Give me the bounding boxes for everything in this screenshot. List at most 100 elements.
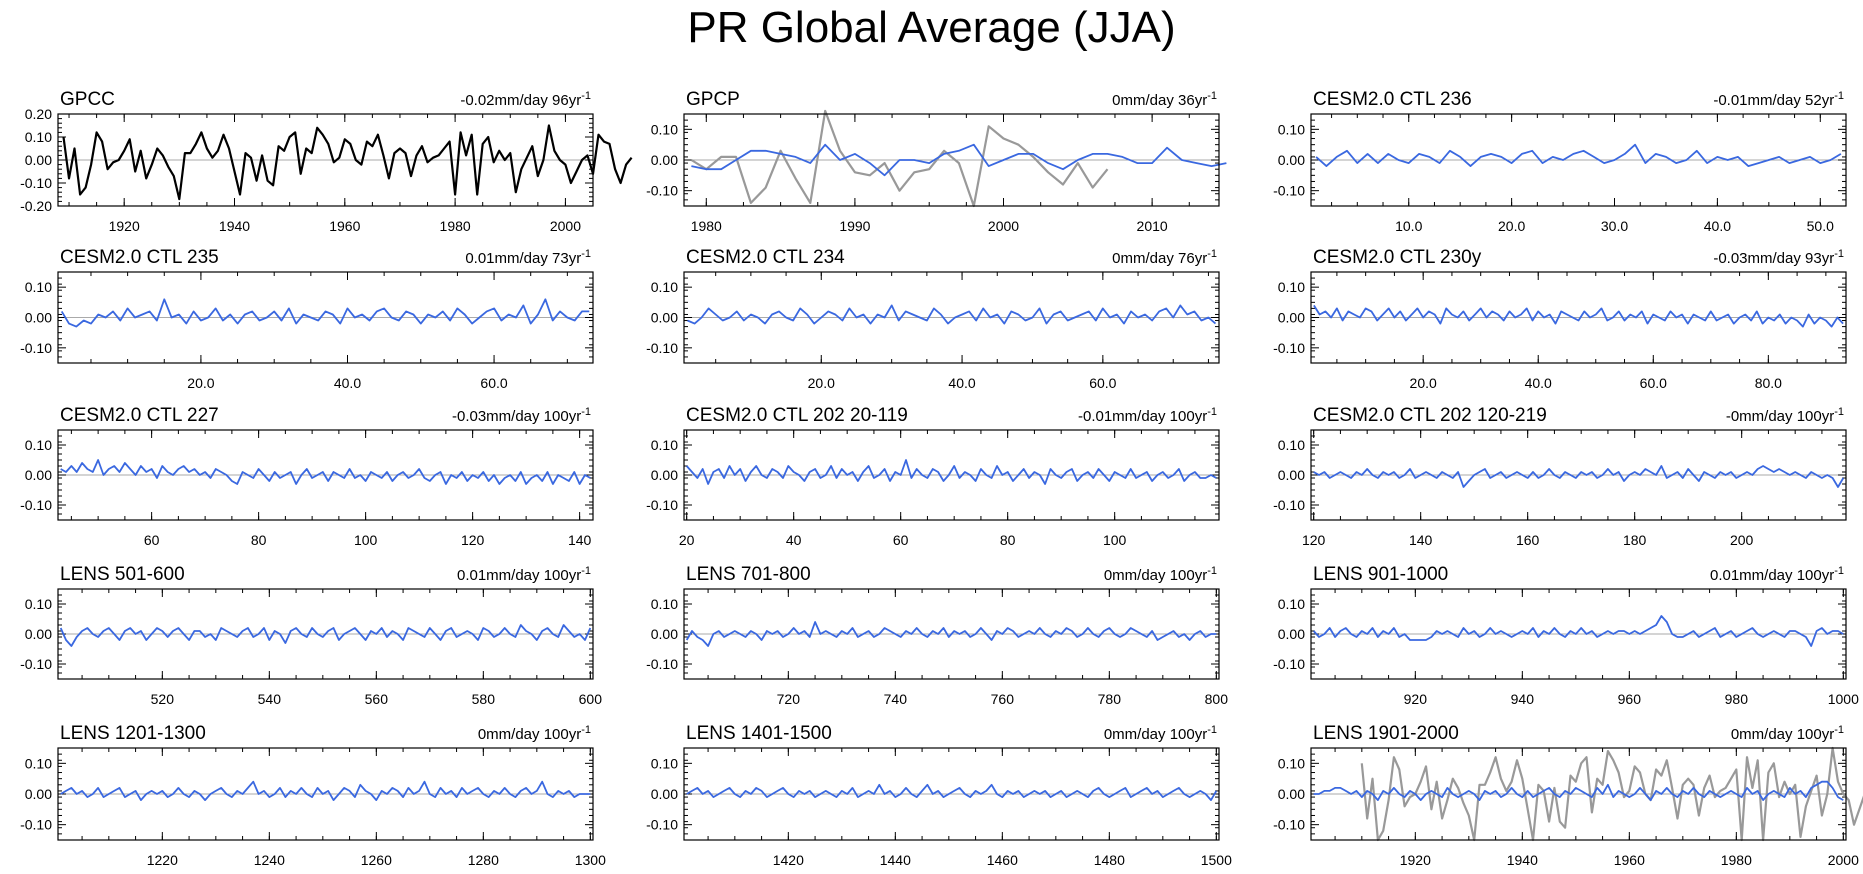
trend-label: 0.01mm/day 100yr-1 (1710, 565, 1844, 584)
panel-title: CESM2.0 CTL 230y (1313, 247, 1482, 268)
model-series-line (685, 621, 1217, 647)
trend-exponent: -1 (1207, 724, 1217, 736)
observed-series-line (1360, 746, 1863, 842)
plot-frame (683, 747, 1220, 841)
plot-frame (683, 588, 1220, 680)
x-tick-label: 20.0 (1498, 218, 1525, 234)
x-tick-label: 560 (365, 691, 389, 707)
x-tick-label: 1980 (440, 218, 471, 234)
y-tick-label: 0.10 (1278, 437, 1305, 453)
x-tick-label: 50.0 (1807, 218, 1834, 234)
x-tick-label: 1960 (1614, 852, 1645, 868)
chart-panel: CESM2.0 CTL 234 0mm/day 76yr-1 -0.10 0.00 0.… (646, 247, 1220, 391)
x-tick-label: 100 (354, 532, 378, 548)
chart-panel: CESM2.0 CTL 236 -0.01mm/day 52yr-1 -0.10 0.… (1273, 89, 1847, 234)
y-tick-label: 0.00 (1278, 310, 1305, 326)
chart-panel: CESM2.0 CTL 227 -0.03mm/day 100yr-1 -0.10 0… (20, 405, 594, 548)
x-tick-label: 140 (1409, 532, 1433, 548)
x-tick-label: 60.0 (480, 375, 507, 391)
y-tick-label: 0.00 (25, 152, 52, 168)
x-tick-label: 2010 (1137, 218, 1168, 234)
x-tick-label: 760 (991, 691, 1015, 707)
x-tick-label: 1260 (361, 852, 392, 868)
x-tick-label: 580 (472, 691, 496, 707)
y-tick-label: -0.10 (20, 175, 52, 191)
x-tick-label: 20.0 (187, 375, 214, 391)
panel-title: LENS 1401-1500 (686, 723, 832, 744)
x-tick-label: 1980 (1721, 852, 1752, 868)
trend-label: 0mm/day 36yr-1 (1112, 90, 1217, 109)
trend-label: 0mm/day 100yr-1 (1731, 724, 1844, 743)
y-tick-label: 0.10 (25, 129, 52, 145)
y-tick-label: 0.00 (1278, 152, 1305, 168)
x-tick-label: 120 (1302, 532, 1326, 548)
panel-title: CESM2.0 CTL 236 (1313, 89, 1472, 110)
model-series-line (60, 298, 590, 328)
trend-value: 0.01mm/day 100yr (1710, 567, 1834, 584)
chart-panel: LENS 501-600 0.01mm/day 100yr-1 -0.10 0.00 0… (20, 564, 602, 707)
y-tick-label: -0.10 (1273, 656, 1305, 672)
y-tick-label: 0.20 (25, 106, 52, 122)
chart-panel: LENS 901-1000 0.01mm/day 100yr-1 -0.10 0.00… (1273, 564, 1859, 707)
model-series-line (60, 780, 591, 801)
trend-value: -0mm/day 100yr (1726, 408, 1834, 425)
plot-frame (57, 747, 594, 841)
y-tick-label: -0.10 (20, 817, 52, 833)
trend-label: 0mm/day 100yr-1 (1104, 724, 1217, 743)
y-tick-label: -0.10 (1273, 183, 1305, 199)
trend-exponent: -1 (1207, 90, 1217, 102)
y-tick-label: -0.10 (20, 340, 52, 356)
x-tick-label: 1940 (219, 218, 250, 234)
x-tick-label: 960 (1618, 691, 1642, 707)
x-tick-label: 940 (1511, 691, 1535, 707)
panel-title: CESM2.0 CTL 234 (686, 247, 845, 268)
x-tick-label: 1920 (109, 218, 140, 234)
panel-title: LENS 1201-1300 (60, 723, 206, 744)
x-tick-label: 40.0 (948, 375, 975, 391)
trend-label: 0mm/day 76yr-1 (1112, 248, 1217, 267)
y-tick-label: 0.10 (25, 596, 52, 612)
trend-value: -0.01mm/day 100yr (1078, 408, 1207, 425)
x-tick-label: 60 (144, 532, 160, 548)
x-tick-label: 2000 (1828, 852, 1859, 868)
x-tick-label: 2000 (988, 218, 1019, 234)
y-tick-label: -0.10 (646, 656, 678, 672)
x-tick-label: 200 (1730, 532, 1754, 548)
chart-panel: LENS 1201-1300 0mm/day 100yr-1 -0.10 0.00 0.… (20, 723, 606, 868)
x-tick-label: 720 (777, 691, 801, 707)
x-tick-label: 80.0 (1755, 375, 1782, 391)
trend-label: 0.01mm/day 73yr-1 (465, 248, 591, 267)
trend-value: -0.03mm/day 100yr (452, 408, 581, 425)
model-series-line (60, 459, 591, 485)
chart-panel: CESM2.0 CTL 202 120-219 -0mm/day 100yr-1-… (1273, 405, 1847, 548)
x-tick-label: 980 (1725, 691, 1749, 707)
x-tick-label: 1500 (1201, 852, 1232, 868)
plot-frame (1310, 113, 1847, 207)
x-tick-label: 540 (258, 691, 282, 707)
x-tick-label: 100 (1103, 532, 1127, 548)
y-tick-label: 0.00 (651, 626, 678, 642)
y-tick-label: 0.00 (651, 310, 678, 326)
trend-value: -0.02mm/day 96yr (460, 92, 581, 109)
y-tick-label: -0.10 (20, 497, 52, 513)
y-tick-label: 0.00 (651, 152, 678, 168)
model-series-line (691, 143, 1227, 177)
x-tick-label: 1300 (575, 852, 606, 868)
x-tick-label: 140 (568, 532, 592, 548)
trend-value: 0mm/day 100yr (478, 726, 581, 743)
y-tick-label: -0.10 (1273, 497, 1305, 513)
panel-title: CESM2.0 CTL 202 120-219 (1313, 405, 1547, 426)
trend-exponent: -1 (1207, 565, 1217, 577)
x-tick-label: 40 (786, 532, 802, 548)
y-tick-label: 0.10 (1278, 596, 1305, 612)
y-tick-label: 0.00 (1278, 786, 1305, 802)
trend-exponent: -1 (1207, 248, 1217, 260)
trend-label: -0.03mm/day 93yr-1 (1713, 248, 1844, 267)
trend-exponent: -1 (1834, 724, 1844, 736)
y-tick-label: 0.10 (651, 121, 678, 137)
figure-title: PR Global Average (JJA) (687, 3, 1176, 52)
x-tick-label: 1000 (1828, 691, 1859, 707)
trend-value: 0mm/day 36yr (1112, 92, 1207, 109)
y-tick-label: -0.10 (646, 817, 678, 833)
x-tick-label: 1460 (987, 852, 1018, 868)
